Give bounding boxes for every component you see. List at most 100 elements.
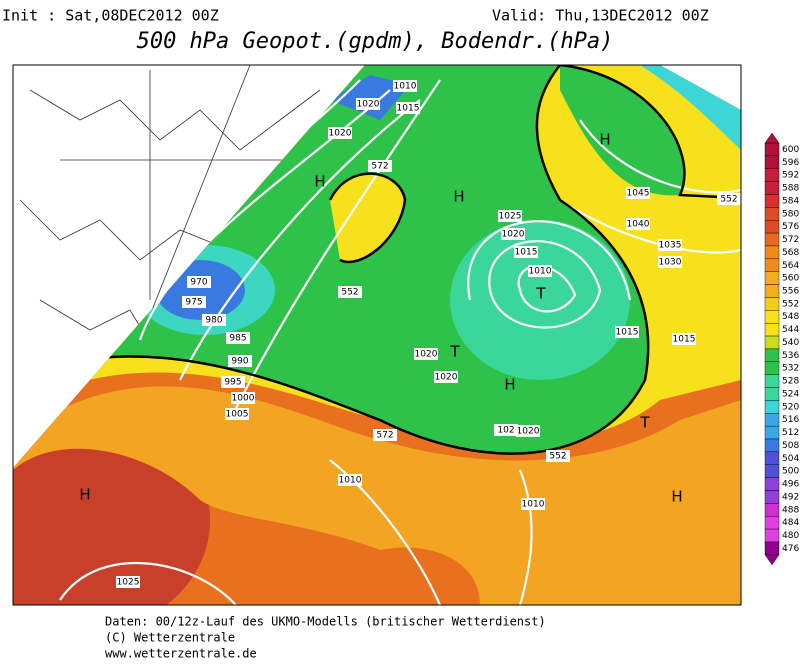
isobar-label: 1020 xyxy=(517,427,540,437)
isobar-label: 1025 xyxy=(499,212,522,222)
map-area: 1010 1020 1015 1020 572 H 1025 1020 1015 1010 T 970… xyxy=(13,65,741,605)
isobar-label: 1020 xyxy=(415,350,438,360)
colorbar-label: 600 xyxy=(782,145,799,155)
colorbar-label: 552 xyxy=(782,299,799,309)
label-box xyxy=(187,276,211,288)
isobar-label: 1040 xyxy=(627,220,650,230)
colorbar-label: 596 xyxy=(782,158,799,168)
colorbar-label: 576 xyxy=(782,222,799,232)
colorbar-label: 512 xyxy=(782,428,799,438)
colorbar-label: 544 xyxy=(782,325,799,335)
colorbar-swatch xyxy=(764,271,780,285)
label-box xyxy=(626,187,650,199)
label-box xyxy=(498,210,522,222)
colorbar-swatch xyxy=(764,503,780,517)
label-box xyxy=(501,228,525,240)
isobar-label: 572 xyxy=(376,431,393,441)
pressure-center: T xyxy=(639,414,650,432)
colorbar-swatch xyxy=(764,207,780,221)
label-box xyxy=(373,429,397,441)
colorbar-swatch xyxy=(764,310,780,324)
label-box xyxy=(516,425,540,437)
colorbar-label: 536 xyxy=(782,351,799,361)
colorbar-swatch xyxy=(764,335,780,350)
label-box xyxy=(338,474,362,486)
colorbar-end xyxy=(764,554,780,566)
colorbar-label: 556 xyxy=(782,287,799,297)
colorbar-label: 560 xyxy=(782,274,799,284)
isobar-label: 552 xyxy=(341,288,358,298)
label-box xyxy=(658,256,682,268)
colorbar-swatch xyxy=(764,155,780,169)
colorbar-label: 484 xyxy=(782,518,799,528)
pressure-center: T xyxy=(449,343,460,361)
footer-line: Daten: 00/12z-Lauf des UKMO-Modells (bri… xyxy=(105,615,546,629)
label-box xyxy=(328,127,352,139)
label-box xyxy=(514,246,538,258)
colorbar-swatch xyxy=(764,232,780,247)
pressure-center: T xyxy=(535,285,546,303)
colorbar-label: 488 xyxy=(782,505,799,515)
label-box xyxy=(368,160,392,172)
label-box xyxy=(626,218,650,230)
colorbar-swatch xyxy=(764,477,780,491)
colorbar-swatch xyxy=(764,220,780,234)
colorbar-label: 564 xyxy=(782,261,799,271)
footer-line: (C) Wetterzentrale xyxy=(105,631,235,645)
isobar-label: 1025 xyxy=(117,578,140,588)
colorbar-swatch xyxy=(764,142,780,157)
colorbar-swatch xyxy=(764,374,780,388)
isobar-label: 1020 xyxy=(357,100,380,110)
colorbar-swatch xyxy=(764,541,780,556)
isobar-label: 1010 xyxy=(529,267,552,277)
colorbar-swatch xyxy=(764,516,780,530)
label-box xyxy=(231,392,255,404)
colorbar-swatch xyxy=(764,168,780,182)
isobar-label: 1000 xyxy=(232,394,255,404)
colorbar-label: 568 xyxy=(782,248,799,258)
colorbar-swatch xyxy=(764,528,780,543)
isobar-label: 572 xyxy=(371,162,388,172)
pressure-center: H xyxy=(504,376,515,394)
colorbar-swatch xyxy=(764,194,780,208)
colorbar-label: 572 xyxy=(782,235,799,245)
colorbar-swatch xyxy=(764,361,780,375)
colorbar-swatch xyxy=(764,258,780,272)
colorbar-swatch xyxy=(764,322,780,337)
isobar-label: 1010 xyxy=(339,476,362,486)
colorbar-swatch xyxy=(764,413,780,427)
label-box xyxy=(116,576,140,588)
valid-time: Valid: Thu,13DEC2012 00Z xyxy=(492,7,709,25)
colorbar-swatch xyxy=(764,438,780,453)
colorbar-label: 524 xyxy=(782,389,799,399)
isobar-label: 1010 xyxy=(394,82,417,92)
isobar-label: 1015 xyxy=(515,248,538,258)
colorbar-label: 548 xyxy=(782,312,799,322)
pressure-center: H xyxy=(79,486,90,504)
label-box xyxy=(546,450,570,462)
colorbar-swatch xyxy=(764,284,780,298)
label-box xyxy=(434,371,458,383)
label-box xyxy=(226,332,250,344)
isobar-label: 102 xyxy=(497,426,514,436)
pressure-center: H xyxy=(671,488,682,506)
isobar-label: 1015 xyxy=(673,335,696,345)
label-box xyxy=(182,296,206,308)
colorbar-label: 588 xyxy=(782,184,799,194)
label-box xyxy=(528,265,552,277)
footer-line: www.wetterzentrale.de xyxy=(105,647,257,661)
colorbar-label: 508 xyxy=(782,441,799,451)
colorbar-label: 516 xyxy=(782,415,799,425)
label-box xyxy=(228,355,252,367)
label-box xyxy=(672,333,696,345)
colorbar-label: 500 xyxy=(782,467,799,477)
pressure-center: H xyxy=(314,173,325,191)
label-box xyxy=(202,314,226,326)
isobar-label: 1015 xyxy=(616,328,639,338)
colorbar-end xyxy=(764,132,780,144)
init-time: Init : Sat,08DEC2012 00Z xyxy=(2,7,219,25)
colorbar-label: 580 xyxy=(782,209,799,219)
label-box xyxy=(521,498,545,510)
